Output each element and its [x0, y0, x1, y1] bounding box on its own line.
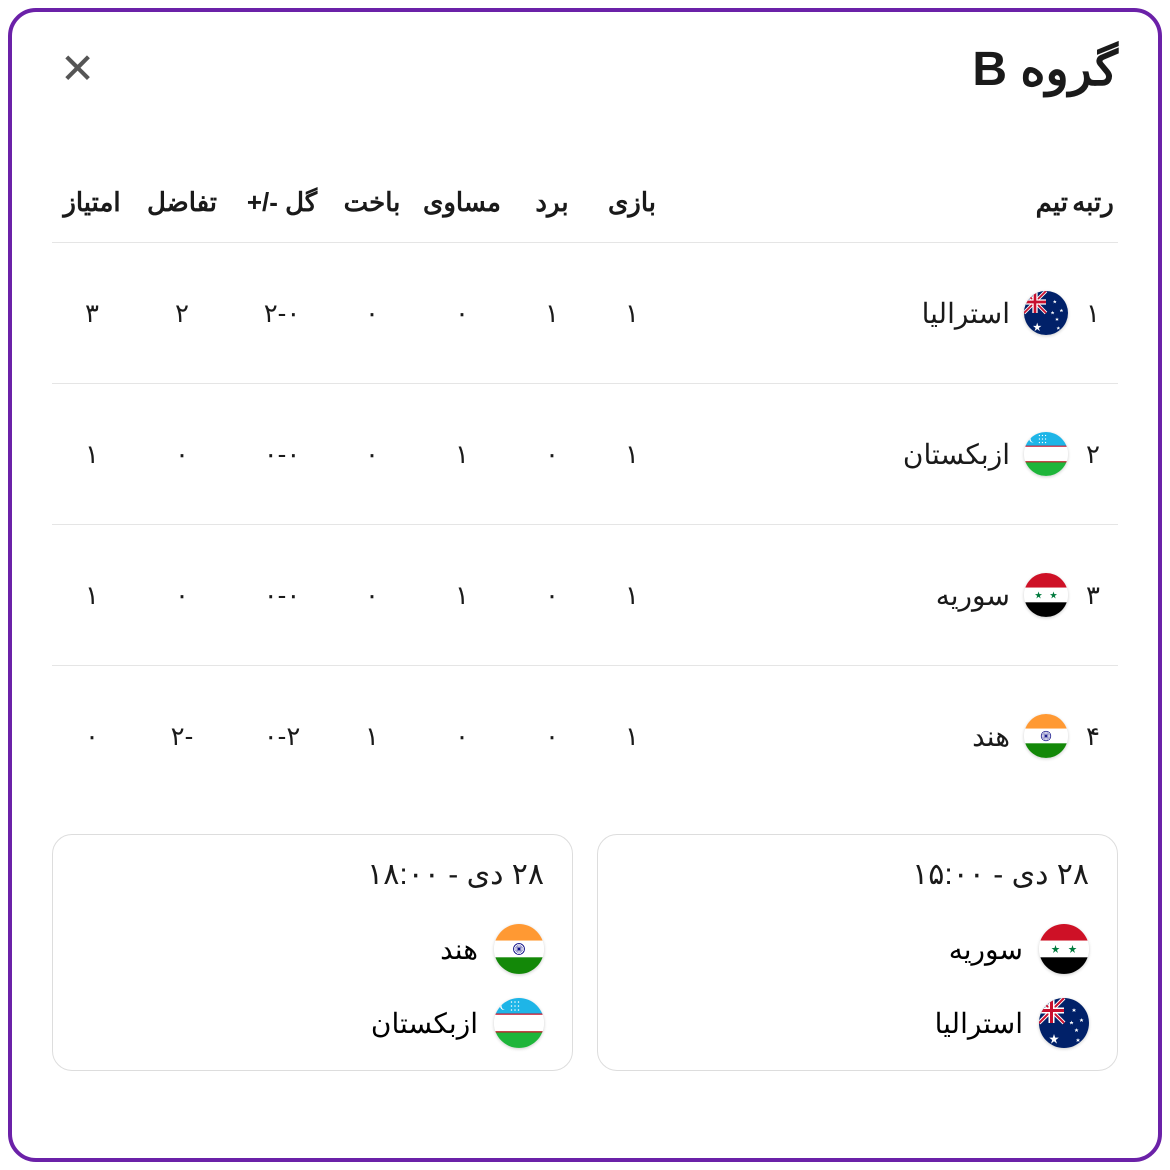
match-flag-icon	[494, 998, 544, 1048]
match-flag-icon	[1039, 924, 1089, 974]
match-flag-icon	[1039, 998, 1089, 1048]
loss-cell: ۰	[332, 580, 412, 611]
team-flag-icon	[1024, 714, 1068, 758]
table-row[interactable]: ۱ استرالیا ۱ ۱ ۰ ۰ ۲-۰ ۲ ۳	[52, 243, 1118, 384]
close-icon: ✕	[60, 45, 95, 92]
points-cell: ۰	[52, 721, 132, 752]
goals-cell: ۰-۰	[232, 439, 332, 470]
match-date: ۲۸ دی - ۱۵:۰۰	[626, 857, 1089, 892]
rank-cell: ۳	[1068, 580, 1118, 611]
header-rank: رتبه	[1068, 187, 1118, 218]
played-cell: ۱	[592, 439, 672, 470]
team-cell: ازبکستان	[672, 432, 1068, 476]
goals-cell: ۲-۰	[232, 298, 332, 329]
rank-cell: ۱	[1068, 298, 1118, 329]
match-team: استرالیا	[626, 998, 1089, 1048]
match-team: ازبکستان	[81, 998, 544, 1048]
table-header-row: رتبه تیم بازی برد مساوی باخت گل -/+ تفاض…	[52, 187, 1118, 243]
loss-cell: ۰	[332, 298, 412, 329]
header-team: تیم	[672, 187, 1068, 218]
goals-cell: ۰-۲	[232, 721, 332, 752]
match-team: هند	[81, 924, 544, 974]
points-cell: ۳	[52, 298, 132, 329]
diff-cell: ۰	[132, 580, 232, 611]
match-team-name: استرالیا	[935, 1007, 1023, 1040]
win-cell: ۱	[512, 298, 592, 329]
group-title: گروه B	[972, 41, 1118, 97]
goals-cell: ۰-۰	[232, 580, 332, 611]
match-team-name: ازبکستان	[371, 1007, 478, 1040]
match-team-name: سوریه	[949, 933, 1023, 966]
match-card[interactable]: ۲۸ دی - ۱۵:۰۰ سوریه استرالیا	[597, 834, 1118, 1071]
standings-table: رتبه تیم بازی برد مساوی باخت گل -/+ تفاض…	[52, 187, 1118, 806]
close-button[interactable]: ✕	[52, 40, 103, 97]
table-row[interactable]: ۲ ازبکستان ۱ ۰ ۱ ۰ ۰-۰ ۰ ۱	[52, 384, 1118, 525]
team-flag-icon	[1024, 432, 1068, 476]
team-cell: استرالیا	[672, 291, 1068, 335]
table-row[interactable]: ۴ هند ۱ ۰ ۰ ۱ ۰-۲ -۲ ۰	[52, 666, 1118, 806]
team-name: استرالیا	[922, 297, 1010, 330]
draw-cell: ۱	[412, 439, 512, 470]
group-modal: گروه B ✕ رتبه تیم بازی برد مساوی باخت گل…	[8, 8, 1162, 1162]
table-row[interactable]: ۳ سوریه ۱ ۰ ۱ ۰ ۰-۰ ۰ ۱	[52, 525, 1118, 666]
points-cell: ۱	[52, 580, 132, 611]
header-goals: گل -/+	[232, 187, 332, 218]
match-date: ۲۸ دی - ۱۸:۰۰	[81, 857, 544, 892]
draw-cell: ۰	[412, 721, 512, 752]
points-cell: ۱	[52, 439, 132, 470]
rank-cell: ۲	[1068, 439, 1118, 470]
win-cell: ۰	[512, 721, 592, 752]
team-cell: سوریه	[672, 573, 1068, 617]
header-draw: مساوی	[412, 187, 512, 218]
upcoming-matches: ۲۸ دی - ۱۵:۰۰ سوریه استرالیا ۲۸ دی - ۱۸:…	[52, 834, 1118, 1071]
header-loss: باخت	[332, 187, 412, 218]
win-cell: ۰	[512, 580, 592, 611]
played-cell: ۱	[592, 298, 672, 329]
header-diff: تفاضل	[132, 187, 232, 218]
team-name: هند	[972, 720, 1010, 753]
modal-header: گروه B ✕	[52, 40, 1118, 97]
diff-cell: -۲	[132, 721, 232, 752]
team-name: سوریه	[936, 579, 1010, 612]
match-team-name: هند	[440, 933, 478, 966]
loss-cell: ۱	[332, 721, 412, 752]
diff-cell: ۲	[132, 298, 232, 329]
header-played: بازی	[592, 187, 672, 218]
loss-cell: ۰	[332, 439, 412, 470]
diff-cell: ۰	[132, 439, 232, 470]
played-cell: ۱	[592, 580, 672, 611]
rank-cell: ۴	[1068, 721, 1118, 752]
header-points: امتیاز	[52, 187, 132, 218]
match-team: سوریه	[626, 924, 1089, 974]
team-flag-icon	[1024, 291, 1068, 335]
header-win: برد	[512, 187, 592, 218]
team-name: ازبکستان	[903, 438, 1010, 471]
team-flag-icon	[1024, 573, 1068, 617]
match-card[interactable]: ۲۸ دی - ۱۸:۰۰ هند ازبکستان	[52, 834, 573, 1071]
draw-cell: ۱	[412, 580, 512, 611]
match-flag-icon	[494, 924, 544, 974]
draw-cell: ۰	[412, 298, 512, 329]
team-cell: هند	[672, 714, 1068, 758]
win-cell: ۰	[512, 439, 592, 470]
played-cell: ۱	[592, 721, 672, 752]
